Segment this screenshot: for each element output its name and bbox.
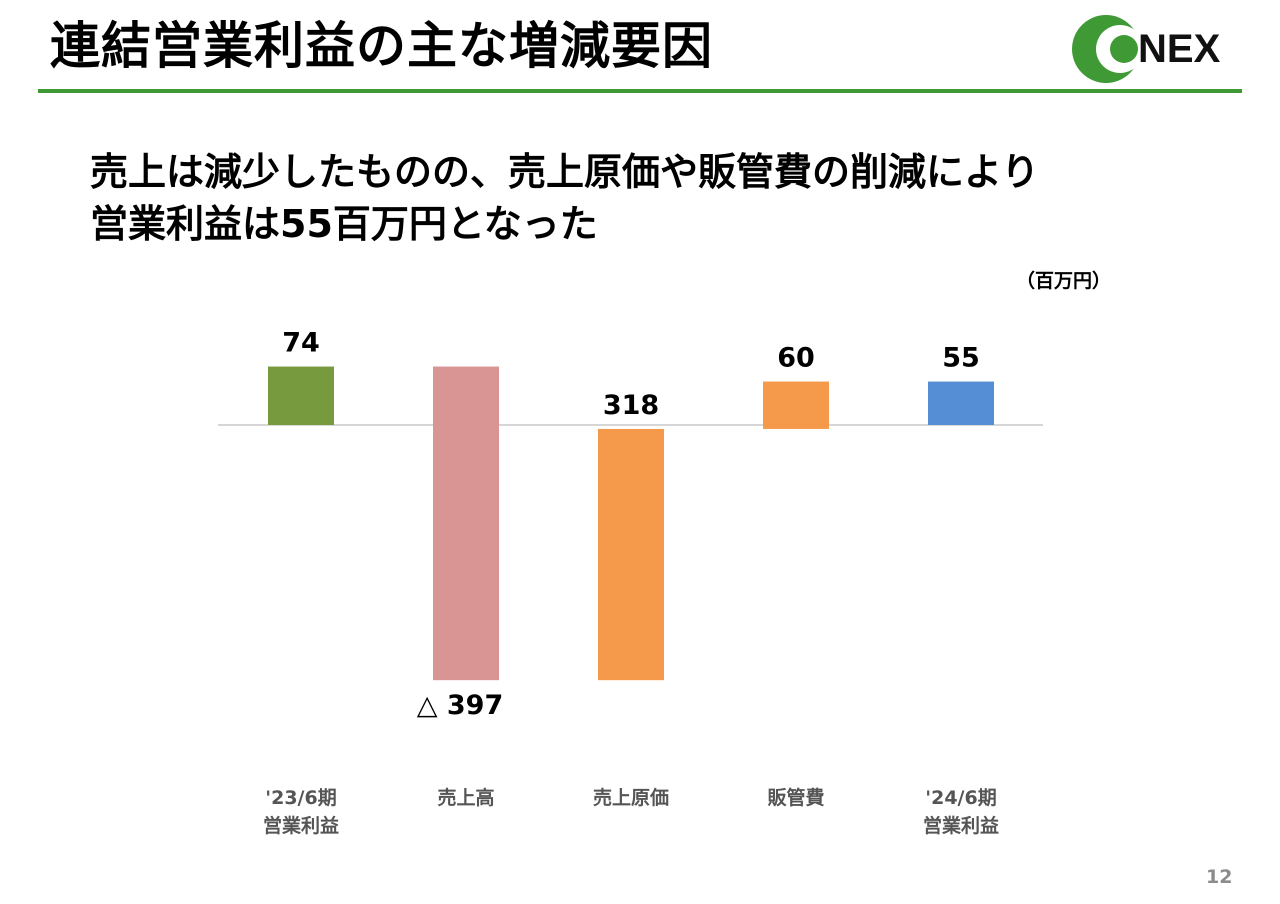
bar-2 (598, 428, 664, 681)
page-title: 連結営業利益の主な増減要因 (50, 17, 713, 75)
svg-text:NEX: NEX (1138, 27, 1221, 71)
title-divider (38, 89, 1242, 93)
bar-4 (928, 381, 994, 425)
data-label-4: 55 (942, 343, 980, 374)
category-label-3-0: 販管費 (767, 786, 824, 809)
headline-line-2: 営業利益は55百万円となった (90, 202, 598, 246)
headline: 売上は減少したものの、売上原価や販管費の削減により 営業利益は55百万円となった (90, 146, 1039, 250)
category-label-1-0: 売上高 (437, 786, 494, 809)
category-label-0-1: 営業利益 (263, 814, 339, 837)
bar-3 (763, 381, 829, 429)
category-label-4-1: 営業利益 (923, 814, 999, 837)
bar-0 (268, 366, 334, 425)
onex-logo: NEX (1072, 15, 1221, 83)
page-number: 12 (1206, 866, 1233, 888)
category-label-2-0: 売上原価 (593, 786, 669, 809)
headline-line-1: 売上は減少したものの、売上原価や販管費の削減により (90, 150, 1040, 194)
data-label-0: 74 (282, 328, 320, 359)
bar-1 (433, 366, 499, 681)
data-label-2: 318 (603, 390, 659, 421)
category-label-0-0: '23/6期 (265, 787, 336, 809)
unit-label: （百万円） (1016, 270, 1112, 292)
data-label-1: △ 397 (417, 690, 504, 721)
data-label-3: 60 (777, 343, 815, 374)
category-label-4-0: '24/6期 (925, 787, 996, 809)
